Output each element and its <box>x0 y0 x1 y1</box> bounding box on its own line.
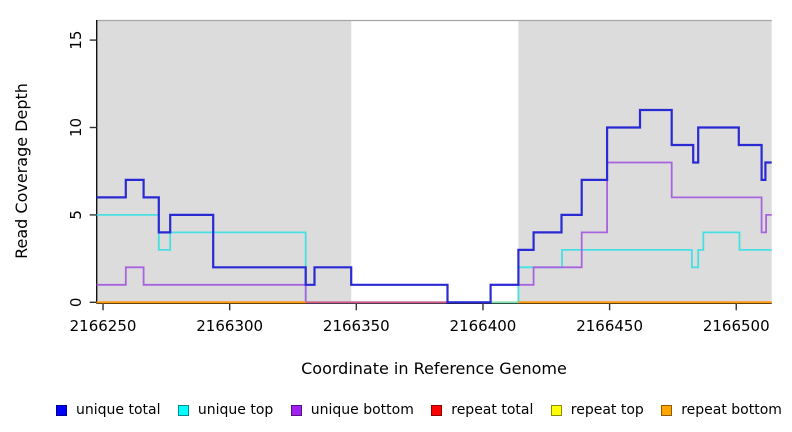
legend-swatch-icon <box>550 404 562 416</box>
legend-label: unique total <box>76 402 161 418</box>
highlight-band <box>518 20 772 303</box>
y-tick-label: 5 <box>67 210 85 220</box>
legend-swatch-icon <box>56 404 67 416</box>
x-tick-label: 2166400 <box>450 317 517 335</box>
legend-item-unique-total: unique total <box>56 402 160 418</box>
legend-swatch-icon <box>290 404 302 416</box>
legend-swatch-icon <box>431 404 443 416</box>
series-line-unique-bottom <box>96 161 772 304</box>
y-axis-title: Read Coverage Depth <box>12 83 31 259</box>
legend-label: repeat bottom <box>681 402 782 418</box>
series-line-unique-top <box>96 214 772 304</box>
highlight-band <box>96 20 352 303</box>
legend-item-repeat-top: repeat top <box>550 402 644 418</box>
x-tick-label: 2166250 <box>70 317 137 335</box>
legend-item-repeat-bottom: repeat bottom <box>661 402 782 418</box>
y-tick-label: 0 <box>67 298 85 308</box>
legend-item-unique-bottom: unique bottom <box>290 402 414 418</box>
legend-item-repeat-total: repeat total <box>431 402 533 418</box>
y-tick-label: 15 <box>67 31 85 50</box>
x-axis-title: Coordinate in Reference Genome <box>301 359 567 378</box>
legend-swatch-icon <box>661 404 673 416</box>
x-tick-label: 2166300 <box>196 317 263 335</box>
legend-item-unique-top: unique top <box>177 402 274 418</box>
legend-label: repeat total <box>451 402 534 418</box>
legend-label: unique bottom <box>310 402 414 418</box>
chart-legend: unique total unique top unique bottom repea… <box>0 395 792 425</box>
background-bands <box>96 19 772 303</box>
legend-label: unique top <box>197 402 274 418</box>
y-tick-label: 10 <box>67 118 85 137</box>
series-line-unique-total <box>96 108 772 304</box>
x-tick-label: 2166350 <box>323 317 390 335</box>
x-tick-label: 2166500 <box>703 317 770 335</box>
x-tick-label: 2166450 <box>576 317 643 335</box>
axes: 2166250 2166300 2166350 2166400 2166450 21665… <box>67 20 772 335</box>
series-lines <box>96 108 772 304</box>
legend-label: repeat top <box>570 402 644 418</box>
legend-swatch-icon <box>177 404 189 416</box>
